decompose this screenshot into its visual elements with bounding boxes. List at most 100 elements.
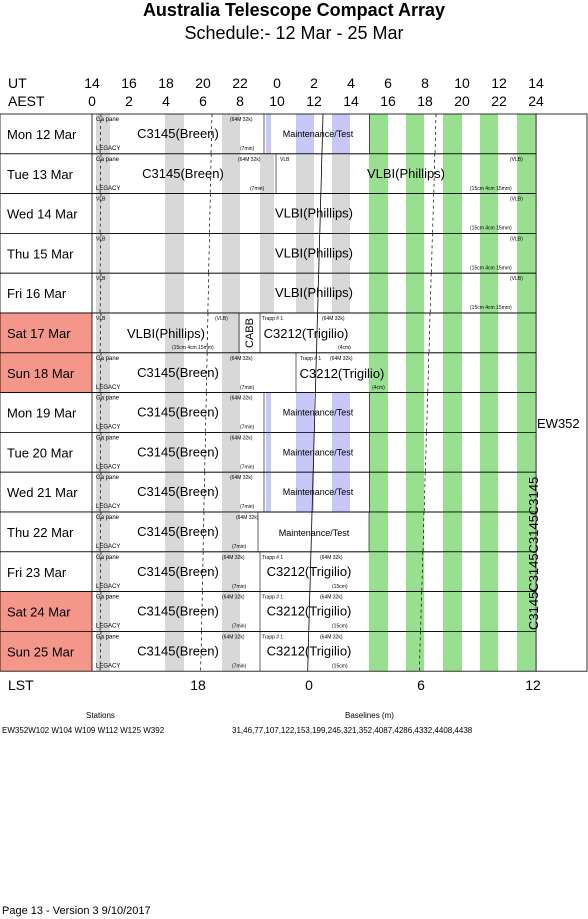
block-note: (15cm 4cm 15mm) [172,345,214,351]
blue-stripe [332,432,350,473]
gray-stripe [96,551,110,592]
green-stripe [443,153,462,194]
green-stripe [480,472,498,512]
green-stripe [406,631,424,672]
gray-stripe [165,114,184,154]
day-label: Sat 24 Mar [7,605,71,620]
gray-stripe [222,512,240,552]
day-label: Tue 13 Mar [7,167,74,182]
green-stripe [369,273,388,313]
tick-label: 12 [306,93,322,109]
dashed-line [200,631,202,672]
day-cell [0,631,92,672]
block-note: (VLB) [510,197,523,203]
block-note: (7min) [240,146,255,152]
block-label: C3145(Breen) [142,166,224,181]
tick-label: 8 [236,93,244,109]
day-cell [0,233,92,274]
day-label: Mon 12 Mar [7,127,77,142]
block-label: C3145(Breen) [137,643,219,658]
block-note: (VLB) [510,236,523,242]
gray-stripe [222,551,240,592]
green-stripe [517,512,535,552]
block-note: (7min) [232,544,247,550]
gray-stripe [165,313,184,353]
ga-pane-note: Ga pane [96,555,120,561]
day-cell [0,153,92,194]
dashed-line [99,591,102,632]
gray-stripe [222,313,240,353]
gray-stripe [96,233,110,274]
tick-label: 24 [528,93,544,109]
gray-stripe [260,153,274,194]
baselines-list: 31,46,77,107,122,153,199,245,321,352,408… [232,726,473,735]
green-stripe [406,472,424,512]
block-note: (64M 32k) [222,595,245,601]
tick-label: 14 [343,93,359,109]
block-label: C3145(Breen) [137,444,219,459]
lst-line [308,591,311,632]
block-note: (15cm 4cm 15mm) [470,226,512,232]
block-note: (7min) [240,464,255,470]
tick-label: 2 [125,93,133,109]
blue-stripe [296,432,314,473]
legacy-note: LEGACY [96,186,120,192]
ga-pane-note: Ga pane [96,475,120,481]
day-cell [0,114,92,154]
day-cell [0,193,92,234]
gray-stripe [96,114,110,154]
dashed-line [206,312,209,353]
gray-stripe [165,551,184,592]
blue-stripe [332,472,350,512]
green-stripe [369,114,388,154]
dashed-line [428,312,431,353]
block-divider [369,472,370,512]
green-stripe [480,273,498,313]
green-stripe [517,273,535,313]
gray-stripe [96,273,110,313]
green-stripe [443,392,462,433]
gray-stripe [96,392,110,433]
tick-label: 0 [305,677,313,693]
green-stripe [406,352,424,393]
tick-label: 0 [273,75,281,91]
tick-label: 14 [528,75,544,91]
block-note: Trapp # 1 [262,316,283,322]
gray-stripe [296,233,314,274]
block-note: VLB [96,236,106,242]
dashed-line [204,432,206,473]
green-stripe [406,551,424,592]
green-stripe [406,313,424,353]
dashed-line [205,392,207,433]
block-label: C3212(Trigilio) [267,564,352,579]
block-label: Maintenance/Test [279,528,350,538]
day-cell [0,313,92,353]
green-stripe [406,193,424,234]
tick-label: 6 [384,75,392,91]
tick-label: 0 [88,93,96,109]
block-label: C3212(Trigilio) [300,366,385,381]
gray-stripe [260,273,274,313]
green-stripe [369,631,388,672]
block-note: (64M 32k) [230,475,253,481]
ut-axis-label: UT [8,75,27,91]
gray-stripe [260,193,274,234]
block-label: Maintenance/Test [283,129,354,139]
green-stripe [443,472,462,512]
ga-pane-note: Ga pane [96,117,120,123]
block-label: VLBI(Phillips) [275,285,353,300]
dashed-line [205,352,208,393]
dashed-line [202,511,205,552]
blue-stripe [296,472,314,512]
day-cell [0,432,92,473]
block-label: C3145(Breen) [137,365,219,380]
green-stripe [443,631,462,672]
gray-stripe [222,233,240,274]
block-note: VLB [280,157,290,163]
green-stripe [369,392,388,433]
blue-stripe [296,114,314,154]
day-label: Thu 15 Mar [7,246,74,261]
block-label: C3145(Breen) [137,405,219,420]
gray-stripe [222,432,240,473]
lst-line [312,432,315,473]
